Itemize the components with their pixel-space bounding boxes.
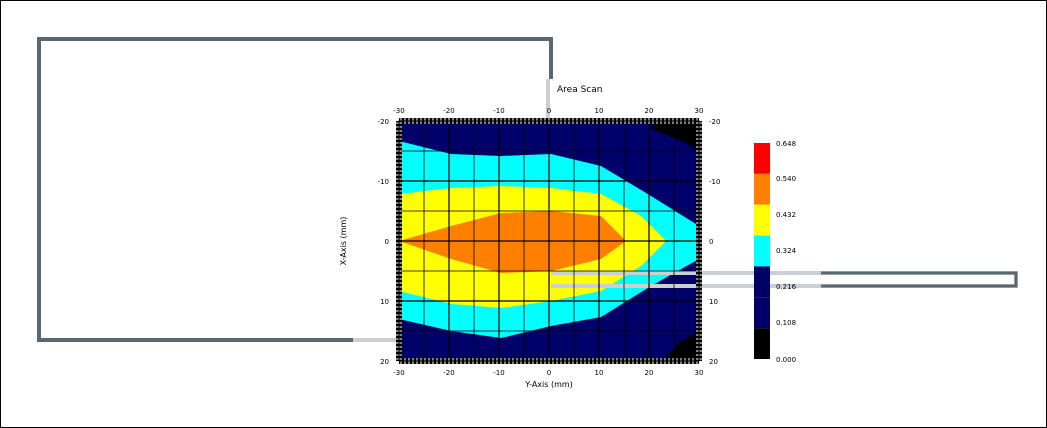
heatmap-plot: -30 -20 -10 0 10 20 30 -30 -20 -10 0 10 20 30 -20 -10… — [339, 107, 1018, 389]
x-tick-label-top: -30 — [393, 107, 404, 115]
y-tick-labels-left: -20 -10 0 10 20 — [378, 118, 389, 366]
y-tick-label-right: 0 — [709, 238, 713, 246]
y-tick-label-right: 20 — [709, 358, 718, 366]
y-tick-label-left: 20 — [380, 358, 389, 366]
y-tick-label-left: 10 — [380, 298, 389, 306]
y-tick-label-left: -10 — [378, 178, 389, 186]
antenna-outline-dark — [821, 271, 1018, 288]
y-tick-label-right: -10 — [709, 178, 720, 186]
y-axis-title: X-Axis (mm) — [339, 217, 348, 266]
y-tick-label-left: -20 — [378, 118, 389, 126]
y-tick-label-left: 0 — [385, 238, 389, 246]
colorbar-label: 0.216 — [776, 283, 797, 291]
device-outline — [37, 37, 553, 342]
x-tick-label-bottom: -30 — [393, 369, 404, 377]
x-tick-label-bottom: 30 — [695, 369, 704, 377]
colorbar-swatch — [754, 173, 770, 205]
x-tick-label-top: 0 — [547, 107, 551, 115]
y-tick-labels-right: -20 -10 0 10 20 — [709, 118, 720, 366]
plot-border — [398, 120, 700, 362]
colorbar-swatch — [754, 266, 770, 298]
colorbar-swatch — [754, 235, 770, 267]
x-tick-labels-bottom: -30 -20 -10 0 10 20 30 — [393, 369, 703, 377]
contour-level-0432 — [399, 211, 626, 273]
x-tick-label-bottom: 0 — [547, 369, 551, 377]
x-tick-label-bottom: 20 — [645, 369, 654, 377]
x-tick-label-top: -20 — [443, 107, 454, 115]
x-tick-label-top: 20 — [645, 107, 654, 115]
colorbar-swatch — [754, 143, 770, 174]
x-tick-label-top: 30 — [695, 107, 704, 115]
colorbar: 0.648 0.540 0.432 0.324 0.216 0.108 0.000 — [754, 140, 797, 364]
y-tick-label-right: -20 — [709, 118, 720, 126]
x-tick-label-bottom: -20 — [443, 369, 454, 377]
colorbar-label: 0.648 — [776, 140, 796, 148]
x-axis-title: Y-Axis (mm) — [524, 380, 573, 389]
x-tick-label-bottom: 10 — [595, 369, 604, 377]
x-tick-label-top: 10 — [595, 107, 604, 115]
corner-top-right — [651, 121, 699, 151]
corner-bottom-right — [661, 331, 699, 361]
colorbar-swatch — [754, 204, 770, 236]
colorbar-label: 0.324 — [776, 247, 797, 255]
colorbar-label: 0.540 — [776, 175, 796, 183]
colorbar-swatch — [754, 328, 770, 359]
x-tick-label-bottom: -10 — [493, 369, 504, 377]
x-tick-labels-top: -30 -20 -10 0 10 20 30 — [393, 107, 703, 115]
colorbar-label: 0.432 — [776, 211, 796, 219]
y-tick-label-right: 10 — [709, 298, 718, 306]
colorbar-label: 0.000 — [776, 356, 796, 364]
colorbar-label: 0.108 — [776, 319, 796, 327]
colorbar-swatch — [754, 297, 770, 329]
x-tick-label-top: -10 — [493, 107, 504, 115]
chart-title: Area Scan — [557, 85, 602, 95]
